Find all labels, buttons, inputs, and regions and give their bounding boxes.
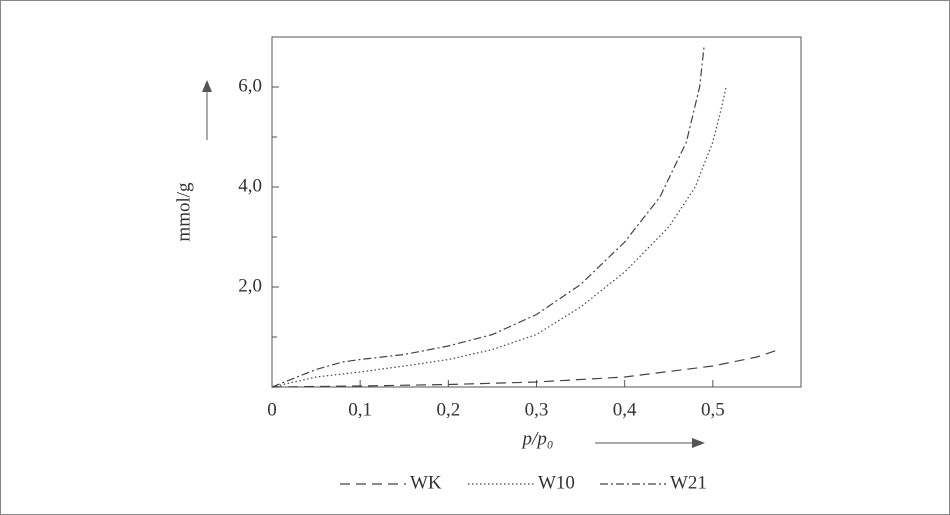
x-tick-label: 0,3 — [525, 399, 549, 420]
x-axis-label: p/p₀ — [521, 428, 554, 449]
plot-frame — [272, 37, 801, 387]
legend-label: WK — [410, 472, 442, 493]
x-tick-label: 0,1 — [348, 399, 372, 420]
x-arrowhead — [692, 438, 705, 448]
x-tick-label: 0,2 — [436, 399, 460, 420]
frame — [1, 1, 950, 515]
legend-label: W21 — [670, 472, 707, 493]
y-axis-label: mmol/g — [173, 182, 194, 242]
y-tick-label: 2,0 — [238, 275, 262, 296]
y-arrowhead — [202, 80, 212, 92]
x-tick-label: 0,4 — [613, 399, 637, 420]
series-line — [272, 350, 779, 388]
y-tick-label: 6,0 — [238, 75, 262, 96]
legend-label: W10 — [538, 472, 575, 493]
x-tick-label: 0 — [267, 399, 277, 420]
y-tick-label: 4,0 — [238, 175, 262, 196]
series-line — [272, 87, 726, 387]
legend: WK W10 W21 — [340, 472, 707, 493]
series-line — [272, 47, 704, 387]
chart: mmol/g p/p₀ WK W10 W21 0 0,1 0,2 0,3 0,4 0,5 2,0… — [0, 0, 950, 515]
x-tick-label: 0,5 — [701, 399, 725, 420]
